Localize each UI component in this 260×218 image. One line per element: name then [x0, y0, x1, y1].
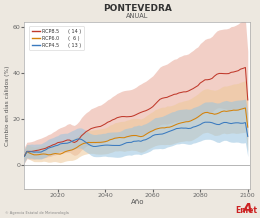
Text: Emet: Emet [235, 206, 257, 215]
X-axis label: Año: Año [131, 199, 144, 205]
Text: ANUAL: ANUAL [126, 13, 148, 19]
Legend: RCP8.5      ( 14 ), RCP6.0      (  6 ), RCP4.5      ( 13 ): RCP8.5 ( 14 ), RCP6.0 ( 6 ), RCP4.5 ( 13… [29, 26, 84, 50]
Title: PONTEVEDRA: PONTEVEDRA [103, 4, 172, 13]
Text: A: A [243, 202, 252, 215]
Y-axis label: Cambio en días cálidos (%): Cambio en días cálidos (%) [4, 65, 10, 146]
Text: © Agencia Estatal de Meteorología: © Agencia Estatal de Meteorología [5, 211, 69, 215]
